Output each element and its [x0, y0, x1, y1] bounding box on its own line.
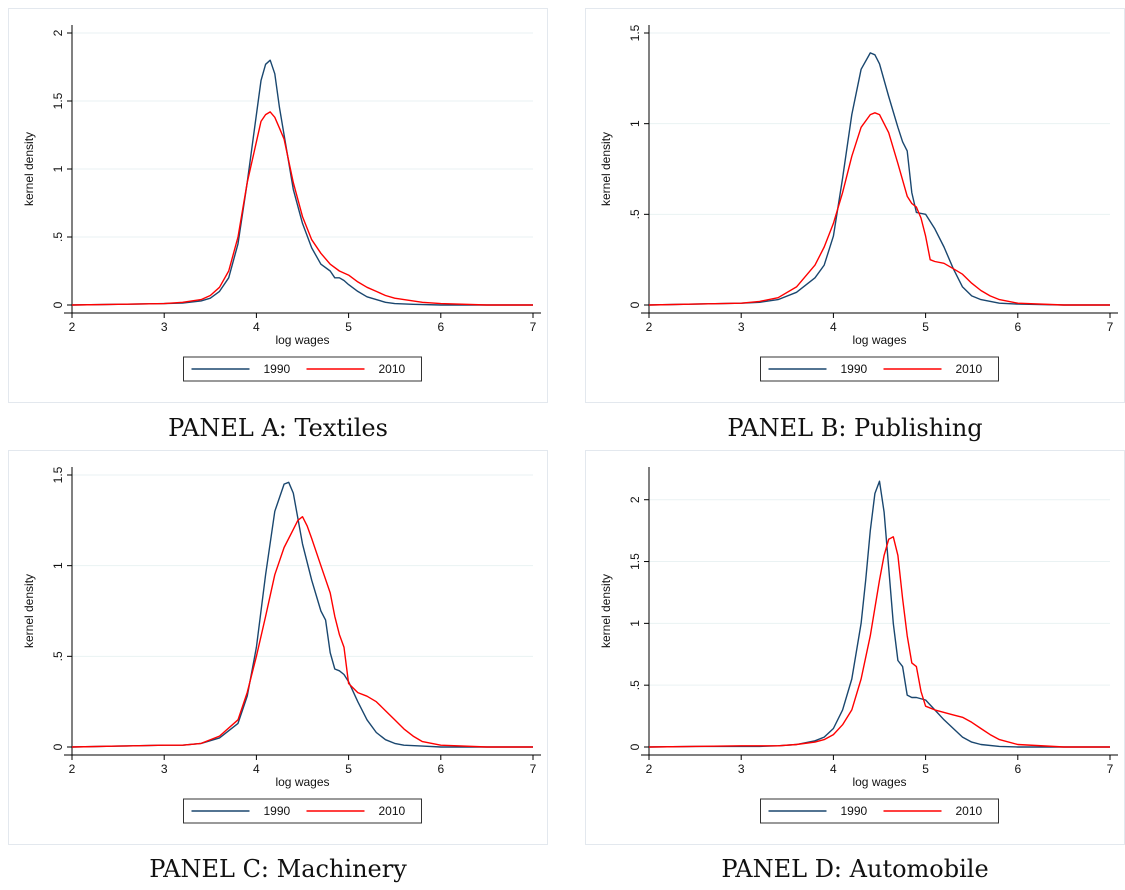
series-line-2010: [648, 112, 1110, 306]
x-axis-label: log wages: [852, 775, 906, 789]
legend-label: 1990: [841, 362, 868, 376]
chart-svg: 0 .5 1 1.5 2 3 4 5 6 7 log wages kernel density 1990…: [22, 466, 541, 824]
series-line-1990: [71, 59, 533, 306]
x-tick-label: 2: [646, 320, 653, 334]
legend-label: 2010: [956, 804, 983, 818]
x-tick-label: 7: [1107, 762, 1114, 776]
x-tick-label: 4: [253, 320, 260, 334]
y-axis-label: kernel density: [22, 132, 36, 206]
x-tick-label: 6: [1014, 762, 1021, 776]
x-tick-label: 4: [830, 320, 837, 334]
y-tick-label: 2: [51, 29, 65, 36]
x-tick-label: 3: [738, 762, 745, 776]
x-tick-label: 6: [437, 762, 444, 776]
x-tick-label: 4: [253, 762, 260, 776]
legend-label: 1990: [841, 804, 868, 818]
x-tick-label: 5: [922, 320, 929, 334]
y-tick-label: 1.5: [628, 553, 642, 570]
legend-label: 2010: [379, 804, 406, 818]
x-tick-label: 7: [1107, 320, 1114, 334]
x-tick-label: 5: [345, 320, 352, 334]
chart-svg: 0 .5 1 1.5 2 2 3 4 5 6 7 log wages kernel density 199…: [599, 467, 1118, 824]
x-tick-label: 7: [530, 762, 537, 776]
y-tick-label: 0: [628, 301, 642, 308]
y-tick-label: 2: [628, 496, 642, 503]
y-tick-label: 1: [628, 120, 642, 127]
legend-label: 1990: [264, 362, 291, 376]
x-tick-label: 2: [646, 762, 653, 776]
y-tick-label: .5: [51, 232, 65, 242]
x-tick-label: 3: [161, 762, 168, 776]
x-tick-label: 3: [161, 320, 168, 334]
y-tick-label: .5: [628, 209, 642, 219]
x-tick-label: 2: [69, 320, 76, 334]
y-axis-label: kernel density: [599, 574, 613, 648]
series-line-1990: [648, 52, 1110, 306]
y-tick-label: 1.5: [628, 24, 642, 41]
series-line-1990: [71, 481, 533, 748]
series-line-2010: [648, 536, 1110, 748]
series-line-1990: [648, 480, 1110, 748]
panel-caption: PANEL A: Textiles: [168, 414, 388, 442]
legend-label: 2010: [956, 362, 983, 376]
x-tick-label: 6: [1014, 320, 1021, 334]
chart-panel-d: 0 .5 1 1.5 2 2 3 4 5 6 7 log wages kernel density 199…: [585, 450, 1125, 845]
x-axis-label: log wages: [275, 333, 329, 347]
x-axis-label: log wages: [275, 775, 329, 789]
y-tick-label: 1: [628, 620, 642, 627]
y-tick-label: 1.5: [51, 466, 65, 483]
panel-caption: PANEL C: Machinery: [149, 855, 407, 883]
y-tick-label: 0: [628, 743, 642, 750]
x-tick-label: 7: [530, 320, 537, 334]
x-tick-label: 4: [830, 762, 837, 776]
y-tick-label: .5: [628, 680, 642, 690]
chart-panel-b: 0 .5 1 1.5 2 3 4 5 6 7 log wages kernel density 1990…: [585, 8, 1125, 403]
y-tick-label: 1.5: [51, 92, 65, 109]
x-tick-label: 5: [345, 762, 352, 776]
y-tick-label: 0: [51, 743, 65, 750]
y-tick-label: 0: [51, 301, 65, 308]
series-line-2010: [71, 111, 533, 306]
y-axis-label: kernel density: [599, 132, 613, 206]
panel-caption: PANEL D: Automobile: [721, 855, 989, 883]
y-tick-label: 1: [51, 562, 65, 569]
y-tick-label: 1: [51, 165, 65, 172]
y-axis-label: kernel density: [22, 574, 36, 648]
chart-panel-c: 0 .5 1 1.5 2 3 4 5 6 7 log wages kernel density 1990…: [8, 450, 548, 845]
y-tick-label: .5: [51, 651, 65, 661]
chart-svg: 0 .5 1 1.5 2 2 3 4 5 6 7 log wages kernel density 199…: [22, 25, 541, 382]
panel-caption: PANEL B: Publishing: [727, 414, 983, 442]
x-tick-label: 6: [437, 320, 444, 334]
x-tick-label: 5: [922, 762, 929, 776]
x-axis-label: log wages: [852, 333, 906, 347]
legend-label: 1990: [264, 804, 291, 818]
chart-panel-a: 0 .5 1 1.5 2 2 3 4 5 6 7 log wages kernel density 199…: [8, 8, 548, 403]
x-tick-label: 3: [738, 320, 745, 334]
legend-label: 2010: [379, 362, 406, 376]
chart-svg: 0 .5 1 1.5 2 3 4 5 6 7 log wages kernel density 1990…: [599, 24, 1118, 382]
series-line-2010: [71, 515, 533, 748]
x-tick-label: 2: [69, 762, 76, 776]
